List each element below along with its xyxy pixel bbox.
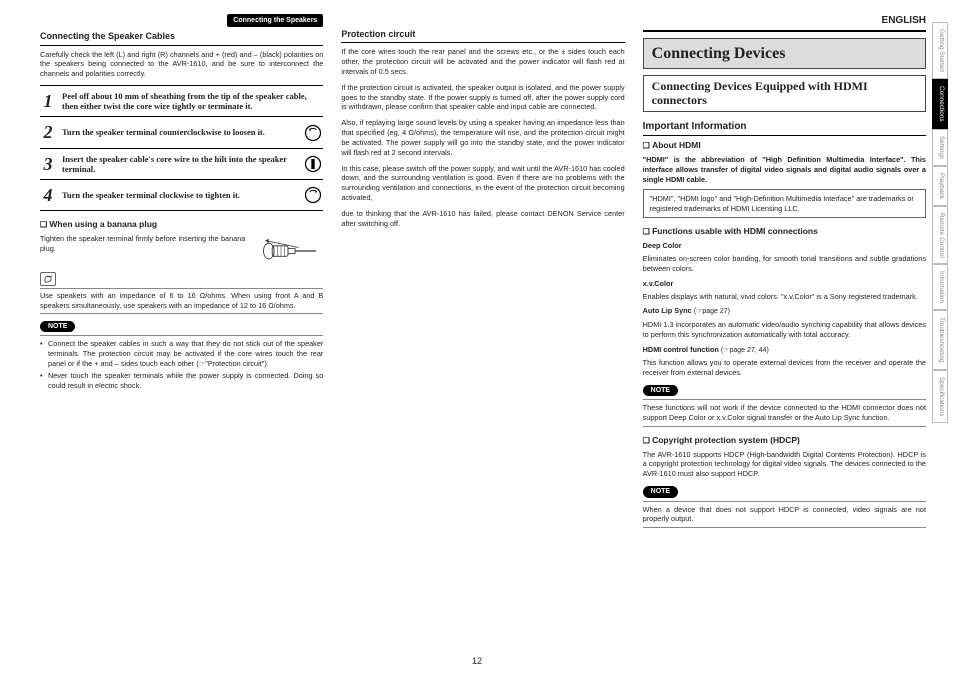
- side-tab[interactable]: Getting Started: [932, 22, 948, 79]
- note-badge: NOTE: [40, 321, 75, 332]
- step-number: 2: [40, 120, 56, 144]
- chapter-title: Connecting Devices: [643, 38, 926, 70]
- hdmi-control-h: HDMI control function: [643, 345, 719, 354]
- side-tab[interactable]: Information: [932, 264, 948, 310]
- note-badge: NOTE: [643, 486, 678, 497]
- step-1: 1 Peel off about 10 mm of sheathing from…: [40, 86, 323, 117]
- about-hdmi-heading: About HDMI: [643, 140, 926, 152]
- heading-protection: Protection circuit: [341, 27, 624, 43]
- note-bullet-2: Never touch the speaker terminals while …: [40, 371, 323, 391]
- deep-color-t: Eliminates on-screen color banding, for …: [643, 254, 926, 274]
- important-heading: Important Information: [643, 120, 926, 137]
- xvcolor-h: x.v.Color: [643, 279, 674, 288]
- deep-color-h: Deep Color: [643, 241, 682, 250]
- section-title: Connecting Devices Equipped with HDMI co…: [643, 75, 926, 112]
- impedance-text: Use speakers with an impedance of 6 to 1…: [40, 291, 323, 311]
- hdmi-note-text: These functions will not work if the dev…: [643, 403, 926, 423]
- section-chip: Connecting the Speakers: [227, 14, 323, 27]
- step-text: Insert the speaker cable's core wire to …: [62, 154, 297, 174]
- page-ref: (☞page 27): [694, 308, 730, 315]
- prot-p2: If the protection circuit is activated, …: [341, 83, 624, 113]
- note-bullet-1: Connect the speaker cables in such a way…: [40, 339, 323, 369]
- heading-speaker-cables: Connecting the Speaker Cables: [40, 29, 323, 45]
- step-3: 3 Insert the speaker cable's core wire t…: [40, 149, 323, 180]
- xvcolor-t: Enables displays with natural, vivid col…: [643, 292, 926, 302]
- step-text: Turn the speaker terminal clockwise to t…: [62, 190, 297, 200]
- language-label: ENGLISH: [643, 14, 926, 32]
- step-text: Turn the speaker terminal counterclockwi…: [62, 127, 297, 137]
- side-tab[interactable]: Troubleshooting: [932, 310, 948, 370]
- banana-text: Tighten the speaker terminal firmly befo…: [40, 234, 245, 254]
- prot-p1: If the core wires touch the rear panel a…: [341, 47, 624, 77]
- step-number: 3: [40, 152, 56, 176]
- page-ref: (☞page 27, 44): [721, 347, 769, 354]
- step-text: Peel off about 10 mm of sheathing from t…: [62, 91, 323, 111]
- terminal-insert-icon: [303, 154, 323, 174]
- banana-plug-icon: [253, 234, 323, 268]
- prot-p5: due to thinking that the AVR-1610 has fa…: [341, 209, 624, 229]
- lipsync-t: HDMI 1.3 incorporates an automatic video…: [643, 320, 926, 340]
- hdcp-text: The AVR-1610 supports HDCP (High-bandwid…: [643, 450, 926, 480]
- banana-heading: When using a banana plug: [40, 219, 323, 231]
- side-tab[interactable]: Settings: [932, 129, 948, 166]
- about-hdmi-text: "HDMI" is the abbreviation of "High Defi…: [643, 155, 926, 185]
- side-tab[interactable]: Playback: [932, 166, 948, 206]
- side-tab-active[interactable]: Connections: [932, 79, 948, 129]
- hdcp-heading: Copyright protection system (HDCP): [643, 435, 926, 447]
- side-tab[interactable]: Remote Control: [932, 206, 948, 265]
- step-number: 4: [40, 183, 56, 207]
- side-tab[interactable]: Specifications: [932, 370, 948, 423]
- step-2: 2 Turn the speaker terminal counterclock…: [40, 117, 323, 148]
- functions-heading: Functions usable with HDMI connections: [643, 226, 926, 238]
- terminal-tighten-icon: [303, 185, 323, 205]
- side-tab-nav: Getting Started Connections Settings Pla…: [932, 22, 948, 423]
- trademark-box: "HDMI", "HDMI logo" and "High-Definition…: [643, 189, 926, 219]
- prot-p3: Also, if replaying large sound levels by…: [341, 118, 624, 157]
- prot-p4: In this case, please switch off the powe…: [341, 164, 624, 203]
- step-4: 4 Turn the speaker terminal clockwise to…: [40, 180, 323, 211]
- hdcp-note-text: When a device that does not support HDCP…: [643, 505, 926, 525]
- note-badge: NOTE: [643, 385, 678, 396]
- steps-list: 1 Peel off about 10 mm of sheathing from…: [40, 85, 323, 211]
- hand-note-icon: [40, 272, 56, 286]
- intro-text: Carefully check the left (L) and right (…: [40, 50, 323, 80]
- step-number: 1: [40, 89, 56, 113]
- terminal-loosen-icon: [303, 123, 323, 143]
- page-number: 12: [0, 655, 954, 667]
- lipsync-h: Auto Lip Sync: [643, 306, 692, 315]
- hdmi-control-t: This function allows you to operate exte…: [643, 358, 926, 378]
